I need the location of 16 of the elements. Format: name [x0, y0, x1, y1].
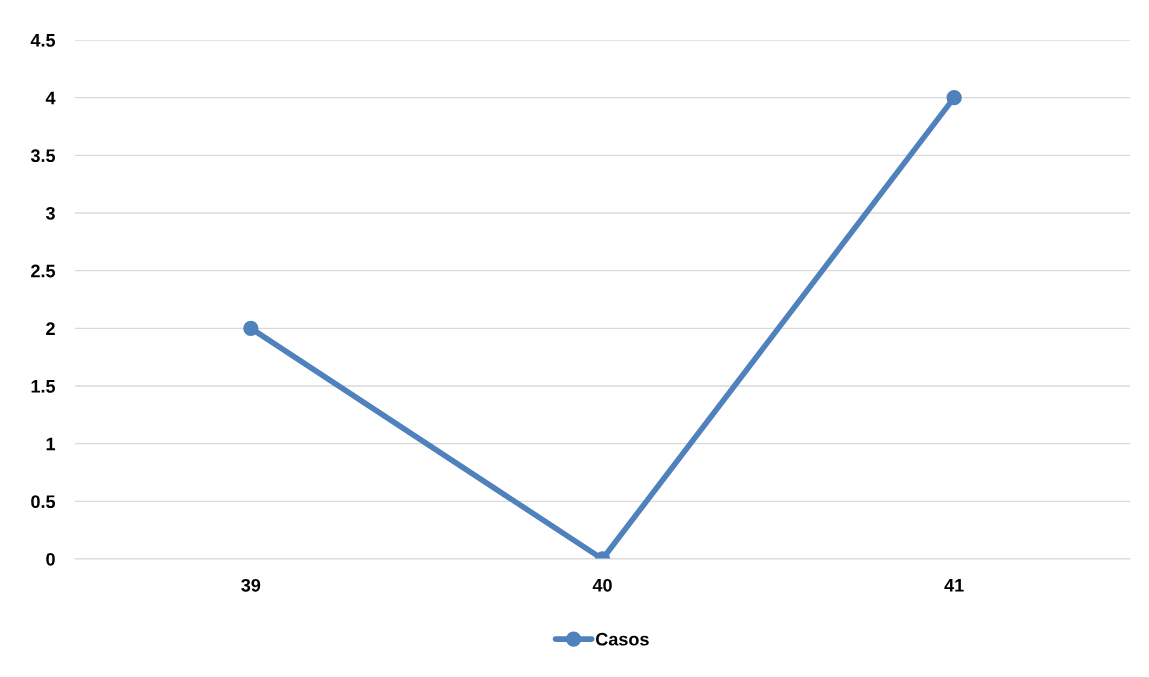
point — [946, 90, 962, 106]
y-tick-label: 1 — [46, 437, 56, 451]
y-tick-label: 3 — [45, 206, 55, 220]
y-tick-label: 1.5 — [31, 380, 56, 393]
y-tick-label: 3.5 — [30, 149, 56, 163]
x-tick-label: 39 — [241, 578, 261, 592]
x-tick-label: 40 — [592, 578, 612, 592]
y-tick-label: 2 — [46, 322, 55, 335]
y-tick-label: 2.5 — [31, 264, 56, 278]
y-tick-label: 4 — [45, 91, 56, 105]
y-tick-label: 4.5 — [30, 34, 56, 47]
y-tick-label: 0.5 — [31, 495, 56, 509]
legend-label: Casos — [596, 632, 649, 646]
y-tick-label: 0 — [46, 552, 55, 566]
x-tick-label: 41 — [944, 579, 964, 592]
point — [243, 320, 259, 336]
